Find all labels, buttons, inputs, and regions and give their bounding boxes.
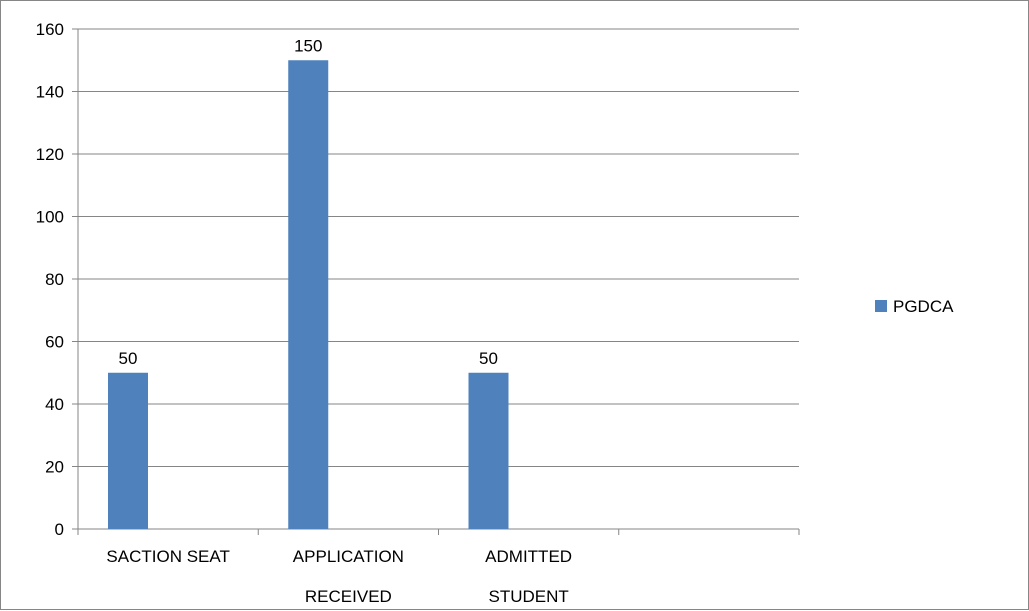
legend-label-pgdca: PGDCA [893,297,954,316]
y-tick-label: 0 [55,520,64,539]
labels: 0 20 40 60 80 100 120 140 160 50 SACTION SEAT 150 AP… [36,20,572,606]
y-tick-label: 140 [36,83,64,102]
data-label-0: 50 [119,349,138,368]
category-label-2: ADMITTED [485,547,572,566]
y-tick-label: 20 [45,458,64,477]
category-label-1: APPLICATION [293,547,404,566]
bars [108,60,509,529]
y-tick-label: 80 [45,270,64,289]
category-label-0: SACTION SEAT [106,547,229,566]
category-label-2: STUDENT [488,587,568,606]
y-tick-label: 160 [36,20,64,39]
y-tick-label: 60 [45,333,64,352]
category-label-1: RECEIVED [305,587,392,606]
bar-2 [468,372,509,529]
y-tick-label: 40 [45,395,64,414]
legend: PGDCA [875,297,954,316]
data-label-1: 150 [294,36,322,55]
y-tick-label: 120 [36,145,64,164]
axes [72,28,800,535]
grid-lines [78,28,799,467]
y-tick-label: 100 [36,208,64,227]
legend-swatch-pgdca [875,300,887,312]
bar-0 [108,372,148,529]
bar-1 [288,60,329,529]
data-label-2: 50 [479,349,498,368]
